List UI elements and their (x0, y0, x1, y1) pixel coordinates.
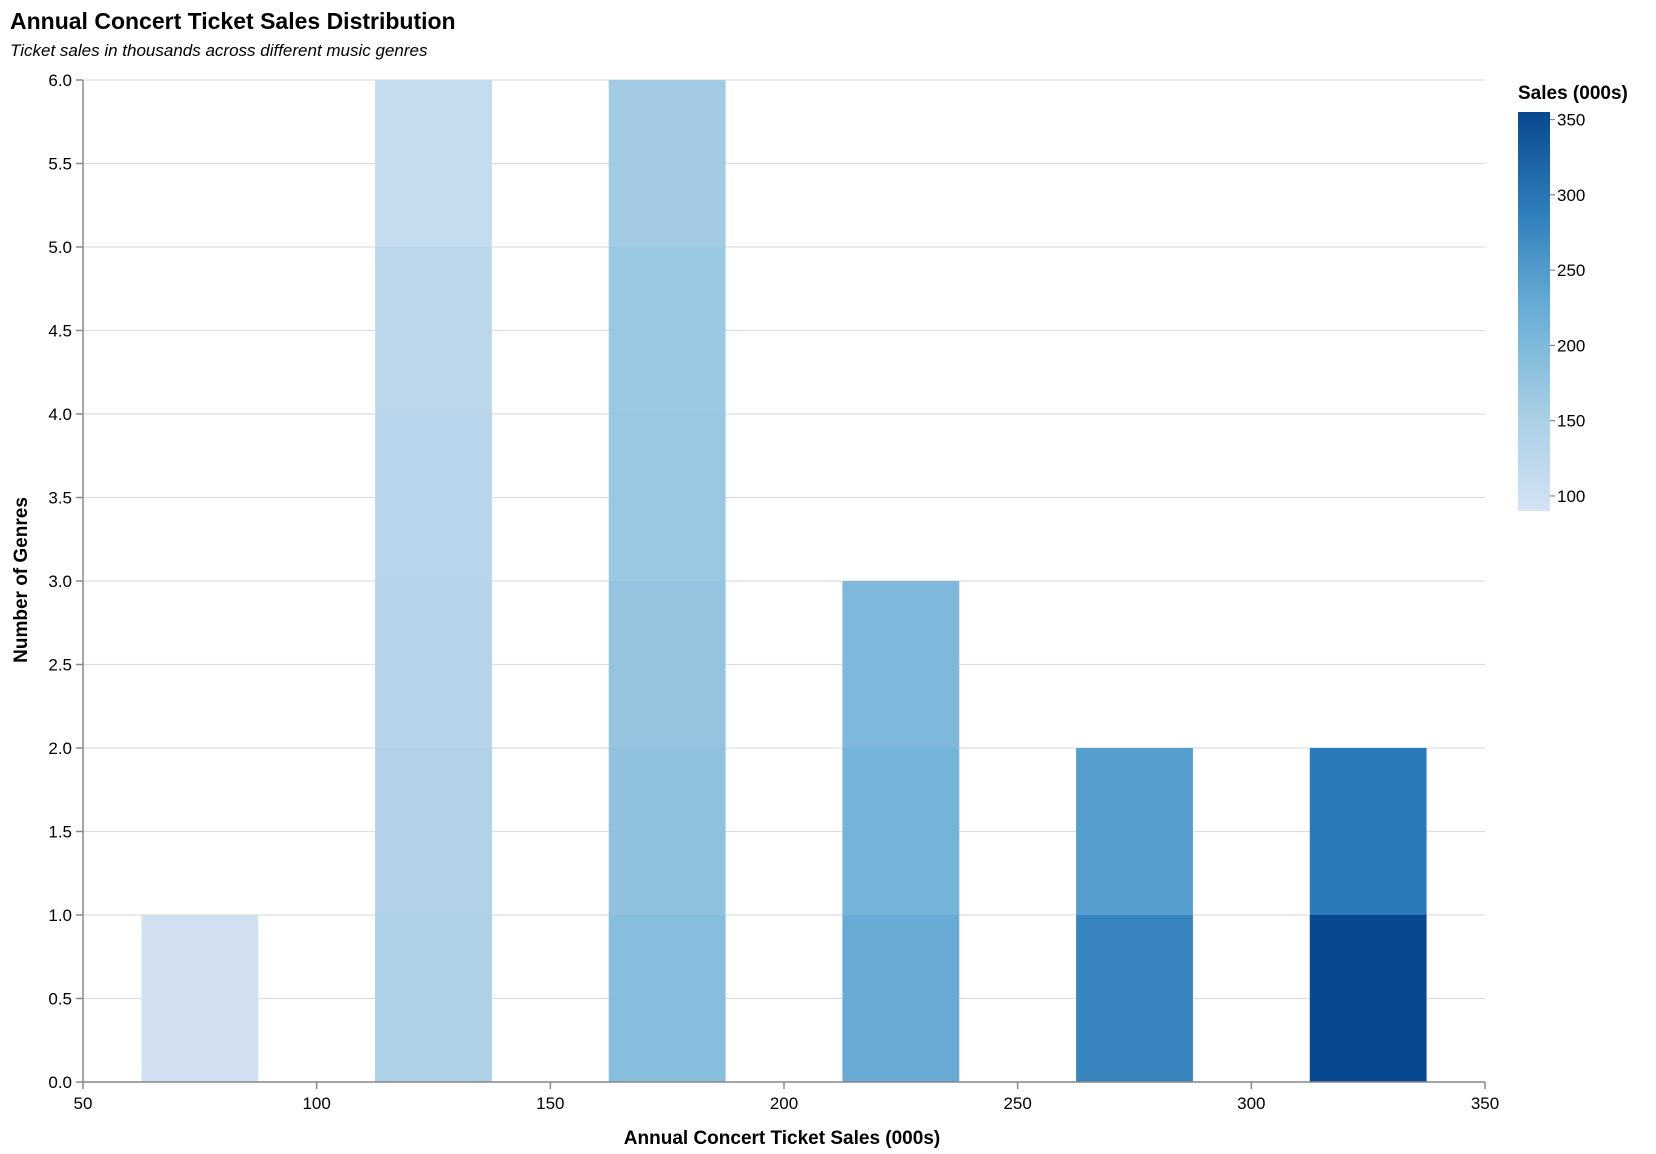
y-tick-label: 4.5 (48, 322, 72, 341)
x-tick-label: 100 (302, 1094, 330, 1113)
axes: 50 100 150 200 250 300 350 0.0 0.5 1.0 1.5 2.0 2.5 3.… (48, 71, 1499, 1113)
bar-segment (141, 915, 259, 1082)
legend-title: Sales (000s) (1518, 83, 1628, 104)
bar-segment (375, 748, 492, 915)
x-tick-label: 50 (74, 1094, 93, 1113)
bar-segment (1076, 915, 1193, 1082)
bar-segment (608, 414, 726, 581)
bar-segment (375, 915, 492, 1082)
y-tick-label: 1.5 (48, 823, 72, 842)
y-tick-label: 0.0 (48, 1073, 72, 1092)
bar-segment (1309, 915, 1427, 1082)
x-tick-label: 200 (770, 1094, 798, 1113)
legend-tick-label: 250 (1557, 261, 1585, 280)
legend-tick-label: 150 (1557, 412, 1585, 431)
bar-segment (608, 748, 726, 915)
bar-segment (608, 915, 726, 1082)
bar-segment (608, 80, 726, 247)
bar-segment (1076, 748, 1193, 915)
x-axis-title: Annual Concert Ticket Sales (000s) (624, 1128, 940, 1149)
legend-tick-label: 100 (1557, 487, 1585, 506)
y-axis-title: Number of Genres (11, 497, 32, 663)
legend-ticks: 100 150 200 250 300 350 (1550, 111, 1585, 506)
legend-tick-label: 300 (1557, 186, 1585, 205)
bar-segment (375, 581, 492, 748)
gridlines (83, 79, 1485, 1083)
y-tick-label: 3.0 (48, 572, 72, 591)
y-tick-label: 4.0 (48, 405, 72, 424)
legend-tick-label: 350 (1557, 111, 1585, 130)
bar-segment (608, 247, 726, 414)
legend-tick-label: 200 (1557, 336, 1585, 355)
x-tick-label: 250 (1003, 1094, 1031, 1113)
y-tick-label: 5.0 (48, 238, 72, 257)
color-legend: Sales (000s) 100 150 200 250 300 350 (1518, 83, 1628, 511)
x-tick-label: 300 (1237, 1094, 1265, 1113)
bar-segment (375, 414, 492, 581)
chart-subtitle: Ticket sales in thousands across differe… (10, 41, 428, 60)
bar-segment (608, 581, 726, 748)
y-tick-label: 2.0 (48, 739, 72, 758)
bar-segment (842, 748, 960, 915)
y-tick-label: 2.5 (48, 656, 72, 675)
chart-title: Annual Concert Ticket Sales Distribution (10, 8, 456, 34)
bar-segment (842, 915, 960, 1082)
y-tick-label: 3.5 (48, 489, 72, 508)
y-tick-label: 6.0 (48, 71, 72, 90)
y-tick-label: 0.5 (48, 990, 72, 1009)
histogram-bars (141, 80, 1427, 1082)
y-tick-label: 5.5 (48, 155, 72, 174)
x-tick-label: 150 (536, 1094, 564, 1113)
bar-segment (842, 581, 960, 748)
x-tick-label: 350 (1471, 1094, 1499, 1113)
y-tick-label: 1.0 (48, 906, 72, 925)
legend-color-ramp (1518, 112, 1550, 511)
bar-segment (375, 247, 492, 414)
bar-segment (375, 80, 492, 247)
bar-segment (1309, 748, 1427, 915)
